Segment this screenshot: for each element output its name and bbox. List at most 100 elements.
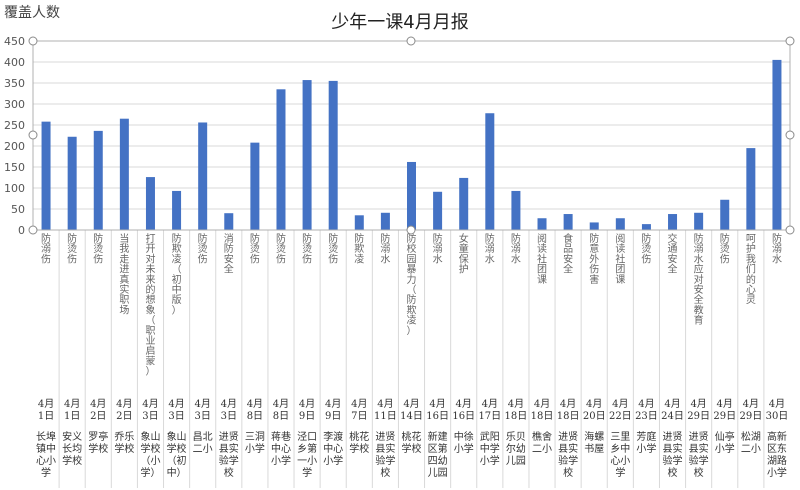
bar bbox=[302, 80, 312, 230]
date-label-line: 18日 bbox=[557, 411, 580, 422]
y-axis-title: 覆盖人数 bbox=[4, 5, 60, 21]
resize-handle[interactable] bbox=[28, 225, 38, 235]
bar bbox=[224, 213, 234, 230]
school-label-line: 县实 bbox=[663, 442, 683, 455]
date-label-line: 22日 bbox=[609, 411, 632, 422]
date-label-line: 4月 bbox=[377, 398, 393, 410]
topic-label-char: 凌 bbox=[354, 252, 364, 265]
bar bbox=[537, 218, 547, 230]
y-tick-label: 450 bbox=[4, 35, 25, 48]
topic-label-char: 防 bbox=[67, 232, 77, 245]
school-label-line: 乡中 bbox=[610, 442, 630, 455]
resize-handle[interactable] bbox=[28, 130, 38, 140]
school-label-line: （初 bbox=[167, 454, 187, 467]
school-label-line: 桃花 bbox=[402, 430, 422, 443]
school-label-line: 校 bbox=[563, 466, 573, 479]
resize-handle[interactable] bbox=[406, 225, 416, 235]
y-tick-label: 0 bbox=[18, 224, 25, 237]
date-label-line: 4月 bbox=[273, 398, 289, 410]
date-label-line: 29日 bbox=[713, 411, 736, 422]
topic-label-char: 想 bbox=[145, 293, 155, 306]
resize-handle[interactable] bbox=[785, 130, 795, 140]
topic-label-char: 团 bbox=[537, 264, 547, 276]
resize-handle[interactable] bbox=[406, 36, 416, 46]
topic-label-char: 品 bbox=[563, 243, 573, 255]
school-label-line: 乔乐 bbox=[114, 431, 134, 443]
date-label-line: 4月 bbox=[221, 398, 237, 410]
school-label-line: 心小 bbox=[610, 455, 630, 467]
topic-label-char: 课 bbox=[537, 274, 547, 286]
topic-label-char: 进 bbox=[119, 264, 129, 276]
topic-label-char: 走 bbox=[119, 253, 129, 265]
date-label-line: 4月 bbox=[247, 398, 263, 410]
topic-label-char: 职 bbox=[119, 294, 129, 306]
topic-label-char: 伤 bbox=[67, 252, 77, 265]
y-tick-label: 400 bbox=[4, 56, 25, 69]
date-label-line: 4月 bbox=[429, 398, 445, 410]
topic-label-char: 烫 bbox=[67, 243, 77, 255]
resize-handle[interactable] bbox=[785, 36, 795, 46]
school-label-line: 儿园 bbox=[428, 467, 448, 479]
school-label-line: 县实 bbox=[689, 442, 709, 455]
date-label-line: 23日 bbox=[635, 411, 658, 422]
topic-label-char: ） bbox=[407, 325, 417, 337]
date-label-line: 4月 bbox=[586, 398, 602, 410]
date-label-line: 4月 bbox=[299, 398, 315, 410]
resize-handle[interactable] bbox=[28, 36, 38, 46]
topic-label-char: 团 bbox=[615, 264, 625, 276]
school-label-line: 中徐 bbox=[454, 430, 474, 443]
topic-label-char: 烫 bbox=[328, 243, 338, 255]
topic-label-char: 教 bbox=[694, 303, 704, 316]
school-label-line: 海螺 bbox=[584, 430, 604, 443]
topic-label-char: 防 bbox=[433, 232, 443, 245]
date-label-line: 4月 bbox=[482, 398, 498, 410]
date-label-line: 3日 bbox=[142, 411, 158, 422]
school-label-line: 验学 bbox=[558, 454, 578, 467]
school-label-line: 县实 bbox=[558, 442, 578, 455]
bar bbox=[119, 118, 129, 230]
resize-handle[interactable] bbox=[785, 225, 795, 235]
topic-label-char: 安 bbox=[694, 283, 704, 296]
school-label-line: 小学 bbox=[454, 442, 474, 455]
school-label-line: 樵舍 bbox=[532, 430, 552, 443]
school-label-line: 学校 bbox=[88, 442, 108, 455]
bar bbox=[67, 136, 77, 230]
topic-label-char: 我 bbox=[119, 243, 129, 255]
bar bbox=[589, 222, 599, 230]
topic-label-char: 全 bbox=[668, 263, 678, 276]
y-tick-label: 200 bbox=[4, 140, 25, 153]
topic-label: 防溺水 bbox=[511, 232, 521, 265]
school-label-line: 学校 bbox=[402, 442, 422, 455]
selection-frame[interactable] bbox=[28, 36, 795, 235]
school-label-line: 乡第 bbox=[297, 442, 317, 455]
topic-label-char: 防 bbox=[198, 232, 208, 245]
school-label-line: 乐贝 bbox=[506, 431, 526, 443]
school-label-line: 学校 bbox=[167, 442, 187, 455]
topic-label-char: 通 bbox=[668, 243, 678, 255]
date-label-line: 20日 bbox=[583, 411, 606, 422]
date-label-line: 7日 bbox=[351, 411, 367, 422]
topic-label-char: 烫 bbox=[250, 243, 260, 255]
date-label-line: 4月 bbox=[638, 398, 654, 410]
school-label-line: 中心 bbox=[323, 442, 343, 455]
topic-label-char: 对 bbox=[694, 273, 704, 286]
